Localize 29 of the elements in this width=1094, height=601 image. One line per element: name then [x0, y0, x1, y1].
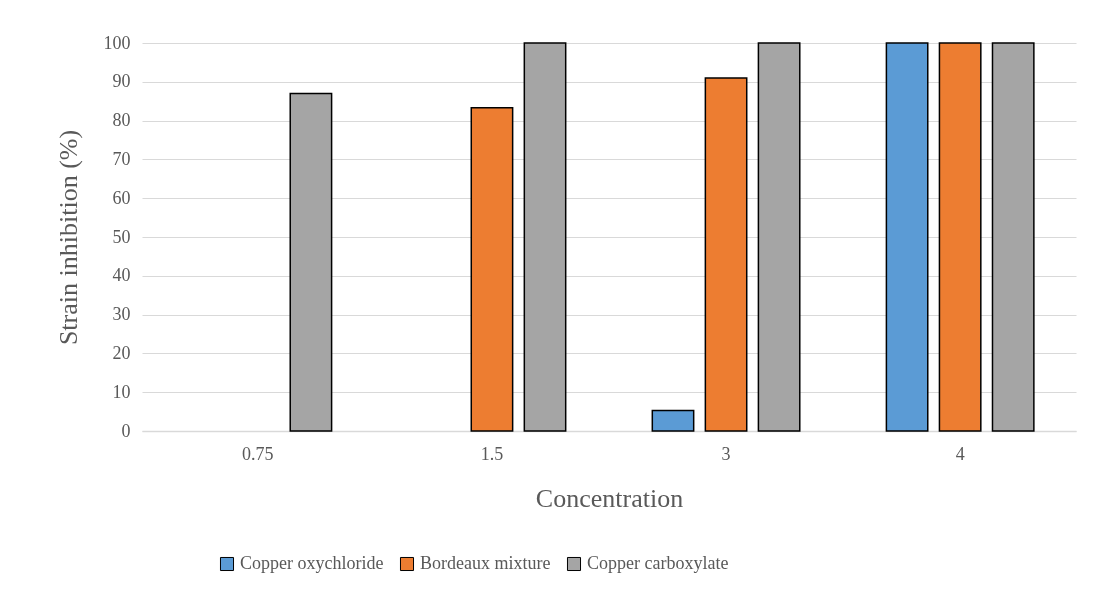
x-tick-label: 3 [721, 443, 731, 464]
y-tick-label: 80 [112, 110, 131, 131]
y-tick-label: 40 [112, 265, 131, 286]
bar [470, 107, 514, 432]
bar [704, 77, 748, 432]
bar [938, 42, 982, 432]
bar [991, 42, 1035, 432]
y-tick-label: 10 [112, 381, 131, 402]
x-tick-label: 0.75 [242, 443, 274, 464]
y-tick-label: 100 [103, 32, 131, 53]
legend-label: Copper oxychloride [240, 553, 384, 573]
bar [651, 409, 695, 432]
bar [885, 42, 929, 432]
y-tick-label: 30 [112, 304, 131, 325]
legend-label: Copper carboxylate [587, 553, 729, 573]
y-axis-title: Strain inhibition (%) [53, 129, 83, 346]
y-tick-label: 20 [112, 342, 131, 363]
bar [523, 42, 567, 432]
bar [757, 42, 801, 432]
x-axis-title: Concentration [535, 483, 684, 513]
legend-label: Bordeaux mixture [420, 553, 551, 573]
x-tick-label: 1.5 [480, 443, 504, 464]
bar [289, 92, 333, 432]
y-tick-label: 70 [112, 148, 131, 169]
x-tick-label: 4 [955, 443, 965, 464]
y-tick-label: 90 [112, 71, 131, 92]
y-tick-label: 0 [121, 420, 131, 441]
y-tick-label: 50 [112, 226, 131, 247]
y-tick-label: 60 [112, 187, 131, 208]
